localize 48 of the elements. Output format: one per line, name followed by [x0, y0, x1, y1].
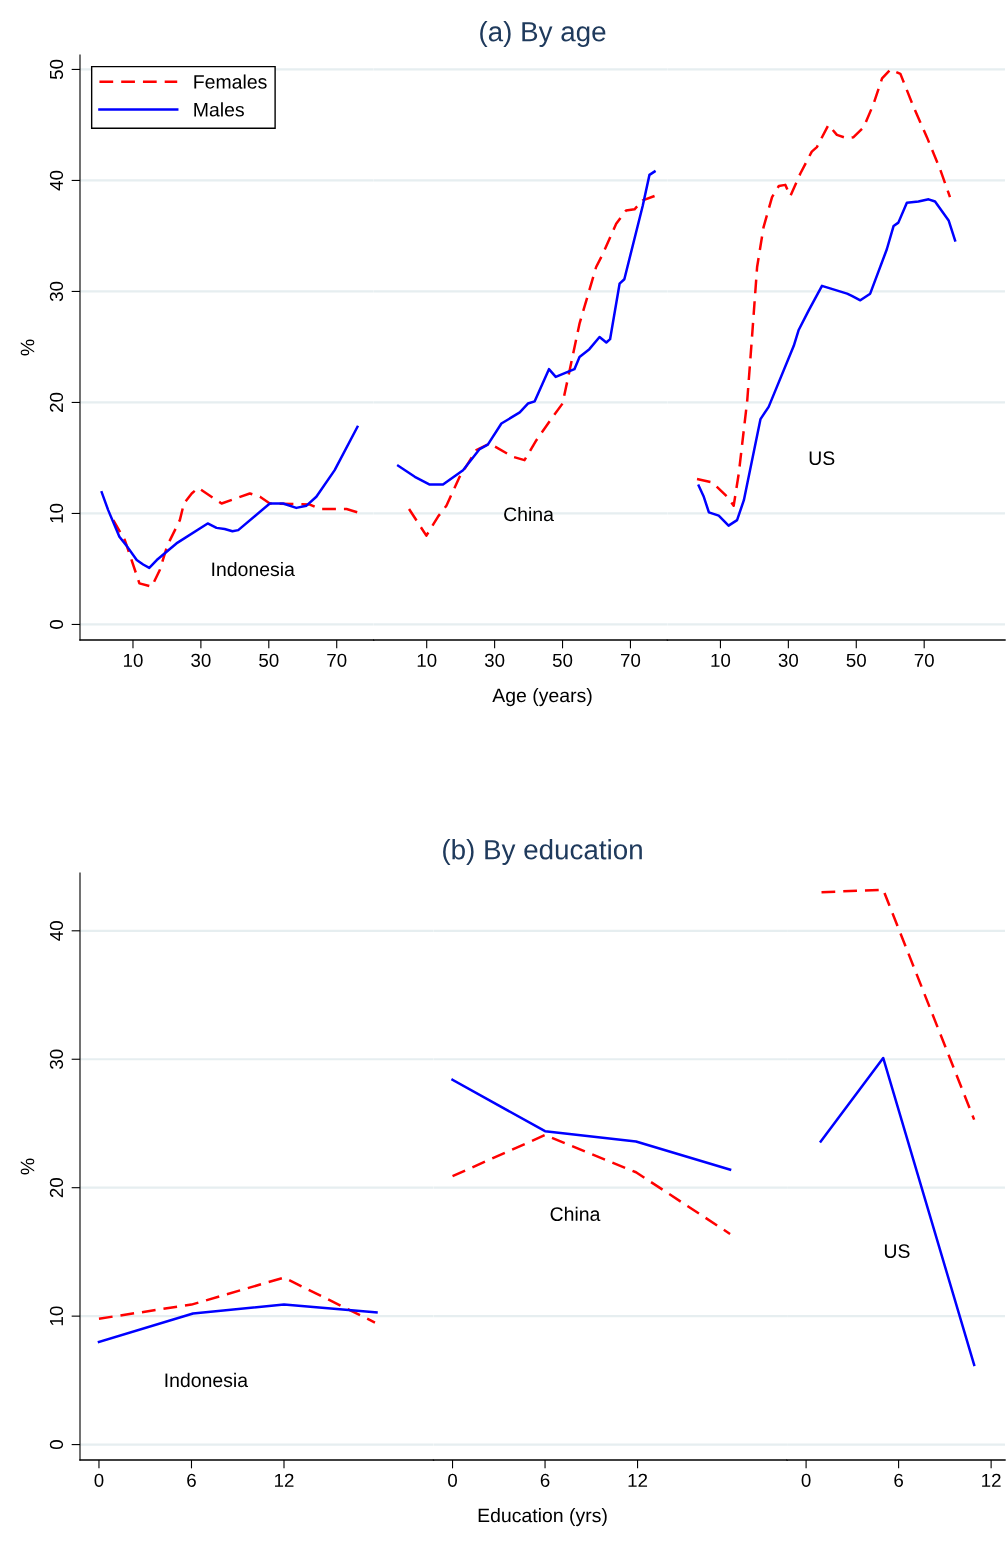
y-tick-label: 50 — [49, 59, 64, 80]
x-tick-label: 6 — [187, 1473, 196, 1487]
x-tick-label: 12 — [275, 1473, 294, 1487]
y-axis-title: % — [20, 1158, 35, 1175]
x-tick-label: 70 — [327, 653, 347, 667]
annotation: US — [884, 1244, 910, 1259]
x-tick-label: 10 — [711, 653, 731, 667]
annotation: Indonesia — [165, 1372, 249, 1388]
x-tick-label: 0 — [801, 1473, 811, 1487]
x-tick-label: 30 — [484, 653, 505, 667]
chart-title: (b) By education — [443, 839, 642, 865]
x-tick-label: 6 — [894, 1473, 903, 1487]
x-tick-label: 10 — [123, 653, 143, 667]
annotation: US — [809, 451, 835, 466]
line-series — [97, 1303, 378, 1344]
x-tick-label: 70 — [620, 653, 641, 667]
y-tick-label: 20 — [49, 1178, 64, 1198]
y-tick-label: 0 — [49, 1440, 64, 1450]
y-tick-label: 30 — [49, 1049, 64, 1069]
annotation: Indonesia — [212, 561, 295, 577]
x-tick-label: 50 — [846, 653, 866, 667]
y-tick-label: 30 — [49, 281, 64, 302]
annotation: China — [504, 506, 554, 522]
x-tick-label: 12 — [982, 1473, 1001, 1487]
chart-title: (a) By age — [480, 21, 606, 47]
y-tick-label: 40 — [49, 170, 64, 191]
annotation: China — [550, 1206, 601, 1222]
x-axis-title: Education (yrs) — [478, 1508, 607, 1527]
x-tick-label: 30 — [778, 653, 799, 667]
x-tick-label: 0 — [94, 1473, 104, 1487]
y-tick-label: 20 — [49, 392, 64, 412]
legend-label: Males — [194, 102, 244, 117]
x-tick-label: 0 — [448, 1473, 458, 1487]
y-axis-title: % — [20, 339, 35, 356]
y-tick-label: 10 — [49, 503, 64, 523]
x-axis-title: Age (years) — [492, 688, 592, 707]
line-series — [97, 1276, 377, 1324]
x-tick-label: 50 — [259, 653, 279, 667]
legend-label: Females — [194, 74, 267, 89]
x-tick-label: 12 — [628, 1473, 648, 1487]
x-tick-label: 70 — [914, 653, 934, 667]
y-tick-label: 0 — [49, 619, 64, 629]
x-tick-label: 10 — [417, 653, 437, 667]
x-tick-label: 6 — [540, 1473, 550, 1487]
y-tick-label: 10 — [49, 1306, 64, 1326]
y-tick-label: 40 — [49, 921, 64, 941]
x-tick-label: 50 — [552, 653, 573, 667]
x-tick-label: 30 — [191, 653, 211, 667]
